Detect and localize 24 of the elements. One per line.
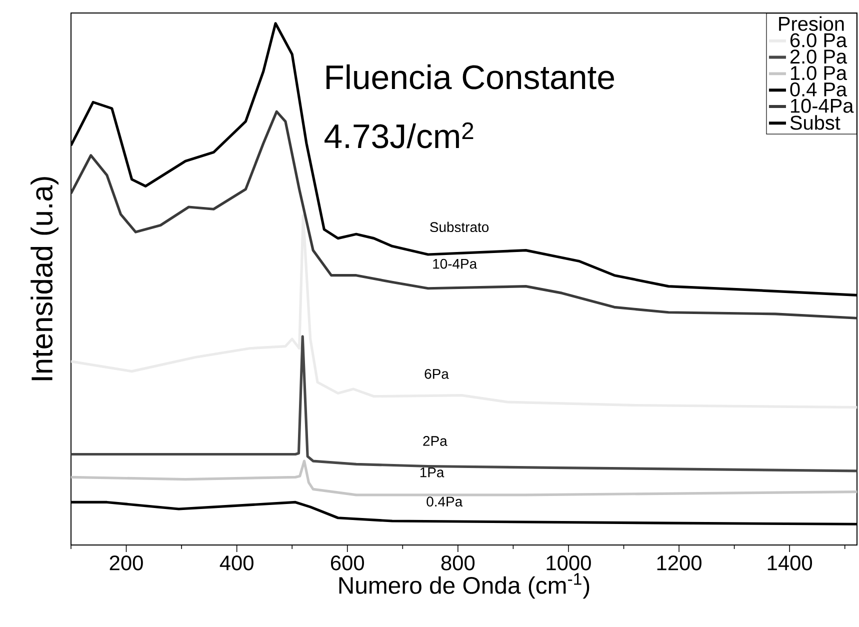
legend-label: 6.0 Pa (790, 33, 848, 48)
annotation: Substrato (430, 222, 489, 232)
annotation: 6Pa (424, 368, 449, 379)
legend-label: Subst (790, 115, 840, 130)
x-tick-label: 1000 (546, 556, 591, 570)
legend-label: 0.4 Pa (790, 82, 848, 96)
annotation: 4.73J/cm$^{2}$ (324, 122, 474, 148)
legend-label: 2.0 Pa (790, 50, 848, 64)
annotation: 2Pa (423, 436, 448, 446)
legend-title: Presion (779, 16, 844, 31)
x-tick-label: 1400 (768, 556, 812, 570)
legend-label: 10-4Pa (790, 98, 854, 113)
annotation: 1Pa (420, 468, 444, 478)
annotation: Fluencia Constante (326, 64, 614, 90)
annotation: 10-4Pa (433, 258, 478, 269)
x-tick-label: 200 (110, 556, 143, 570)
legend-label: 1.0 Pa (790, 66, 848, 80)
annotation: 0.4Pa (426, 496, 463, 507)
x-tick-label: 1200 (657, 556, 702, 570)
x-tick-label: 400 (220, 556, 254, 570)
x-tick-label: 800 (441, 556, 475, 570)
x-tick-label: 600 (330, 556, 364, 570)
x-axis-title: Numero de Onda (cm$^{-1}$) (339, 573, 590, 599)
y-axis-title: Intensidad (u.a) (30, 177, 58, 380)
